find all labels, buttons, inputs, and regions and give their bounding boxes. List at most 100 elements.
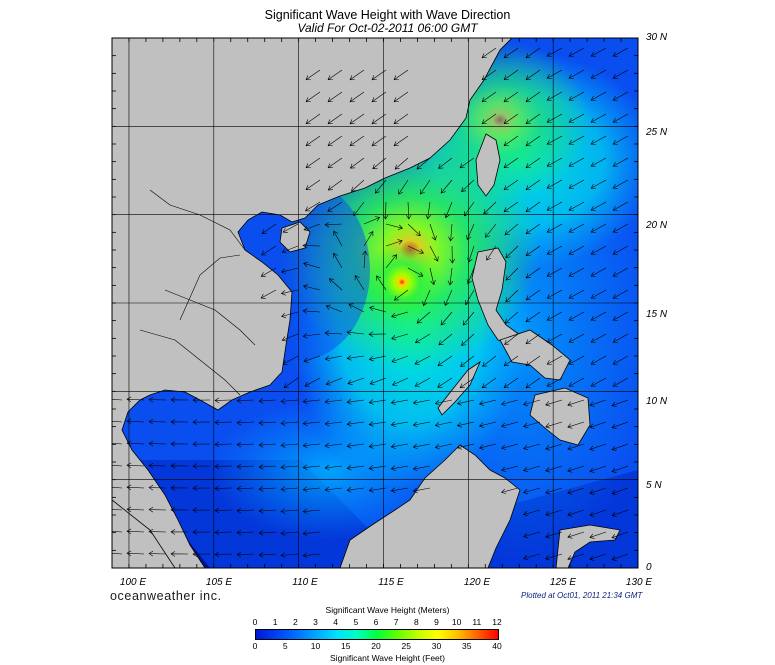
wave-direction-arrow xyxy=(280,552,299,558)
wave-direction-arrow xyxy=(463,201,475,217)
wave-direction-arrow xyxy=(456,443,475,450)
wave-direction-arrow xyxy=(368,421,387,427)
wave-direction-arrow xyxy=(353,201,365,217)
wave-direction-arrow xyxy=(545,531,563,539)
wave-direction-arrow xyxy=(545,465,563,473)
wave-direction-arrow xyxy=(324,398,343,405)
wave-direction-arrow xyxy=(327,179,343,191)
wave-direction-arrow xyxy=(280,530,299,536)
wave-direction-arrow xyxy=(590,91,607,101)
wave-direction-arrow xyxy=(612,267,629,277)
wave-direction-arrow xyxy=(611,509,629,518)
wave-direction-arrow xyxy=(280,267,299,274)
wave-direction-arrow xyxy=(612,157,629,167)
wave-direction-arrow xyxy=(258,420,277,426)
lon-label-130e: 130 E xyxy=(625,577,653,588)
wave-direction-arrow xyxy=(503,179,519,191)
wave-direction-arrow xyxy=(324,486,343,493)
wave-direction-arrow xyxy=(407,267,424,277)
wave-direction-arrow xyxy=(416,157,431,170)
wave-direction-arrow xyxy=(398,179,409,195)
wave-direction-arrow xyxy=(112,399,123,401)
wave-direction-arrow xyxy=(346,443,365,449)
wave-direction-arrow xyxy=(589,531,607,539)
wave-direction-arrow xyxy=(545,399,563,407)
wave-direction-arrow xyxy=(170,507,189,513)
land-mainland xyxy=(112,38,513,568)
wave-direction-arrow xyxy=(302,442,321,449)
wave-direction-arrow xyxy=(612,179,629,189)
land-visayas xyxy=(499,329,571,381)
wave-direction-arrow xyxy=(407,223,421,237)
wave-direction-arrow xyxy=(112,531,123,533)
wave-direction-arrow xyxy=(501,399,519,407)
wave-direction-arrow xyxy=(456,399,475,406)
wave-direction-arrow xyxy=(371,69,387,81)
wave-direction-arrow xyxy=(192,485,211,491)
wave-direction-arrow xyxy=(236,485,255,492)
wave-direction-arrow xyxy=(112,443,123,445)
wave-direction-arrow xyxy=(346,465,365,471)
wave-direction-arrow xyxy=(501,421,519,429)
wave-direction-arrow xyxy=(462,311,475,326)
colorbar-tick-feet: 35 xyxy=(462,641,472,651)
colorbar-tick-meters: 9 xyxy=(434,617,439,627)
lat-label-20n: 20 N xyxy=(646,220,668,231)
colorbar-tick-feet: 20 xyxy=(371,641,381,651)
wave-direction-arrow xyxy=(126,550,145,557)
wave-direction-arrow xyxy=(481,377,497,389)
wave-direction-arrow xyxy=(525,179,541,191)
wave-direction-arrow xyxy=(281,245,299,254)
wave-direction-arrow xyxy=(611,531,629,540)
wave-direction-arrow xyxy=(422,289,431,307)
wave-direction-arrow xyxy=(612,355,629,365)
colorbar-tick-feet: 30 xyxy=(431,641,442,651)
wave-direction-arrow xyxy=(350,179,365,192)
wave-direction-arrow xyxy=(192,551,211,557)
wave-direction-arrow xyxy=(283,377,299,389)
wave-direction-arrow xyxy=(280,486,299,492)
wave-direction-arrow xyxy=(148,506,167,513)
wave-direction-arrow xyxy=(302,486,321,493)
wave-direction-arrow xyxy=(546,245,563,255)
wave-direction-arrow xyxy=(440,311,453,326)
wave-direction-arrow xyxy=(525,157,541,169)
lat-label-15n: 15 N xyxy=(646,309,668,320)
wave-direction-arrow xyxy=(434,443,453,450)
wave-direction-arrow xyxy=(391,333,409,341)
wave-direction-arrow xyxy=(525,47,541,59)
map-title: Significant Wave Height with Wave Direct… xyxy=(264,8,511,22)
wave-direction-arrow xyxy=(303,223,321,232)
wave-direction-arrow xyxy=(590,47,607,57)
wave-direction-arrow xyxy=(612,245,629,255)
wave-direction-arrow xyxy=(414,333,431,344)
wave-direction-arrow xyxy=(325,377,343,386)
colorbar-tick-meters: 4 xyxy=(333,617,339,627)
wave-direction-arrow xyxy=(590,223,607,233)
wave-direction-arrow xyxy=(503,91,519,103)
wave-direction-arrow xyxy=(382,201,389,220)
lat-label-0: 0 xyxy=(646,562,652,573)
colorbar-tick-feet: 0 xyxy=(252,641,258,651)
wave-direction-arrow xyxy=(590,289,607,299)
wave-direction-arrow xyxy=(589,443,607,451)
wave-direction-arrow xyxy=(567,465,585,473)
colorbar-title-meters: Significant Wave Height (Meters) xyxy=(325,605,450,615)
wave-direction-arrow xyxy=(349,135,365,147)
wave-direction-arrow xyxy=(568,311,585,321)
wave-direction-arrow xyxy=(258,442,277,448)
wave-direction-arrow xyxy=(302,284,321,291)
wave-direction-arrow xyxy=(590,113,607,123)
lon-label-125e: 125 E xyxy=(549,577,577,588)
wave-direction-arrow xyxy=(478,443,497,450)
wave-direction-arrow xyxy=(525,69,541,81)
wave-direction-arrow xyxy=(546,47,563,57)
wave-direction-arrow xyxy=(546,69,563,79)
wave-direction-arrow xyxy=(346,487,365,493)
wave-direction-arrow xyxy=(192,441,211,447)
wave-direction-arrow xyxy=(611,443,629,452)
wave-direction-arrow xyxy=(525,267,541,279)
wave-direction-arrow xyxy=(434,399,453,406)
wave-direction-arrow xyxy=(459,157,475,169)
wave-direction-arrow xyxy=(305,179,321,190)
